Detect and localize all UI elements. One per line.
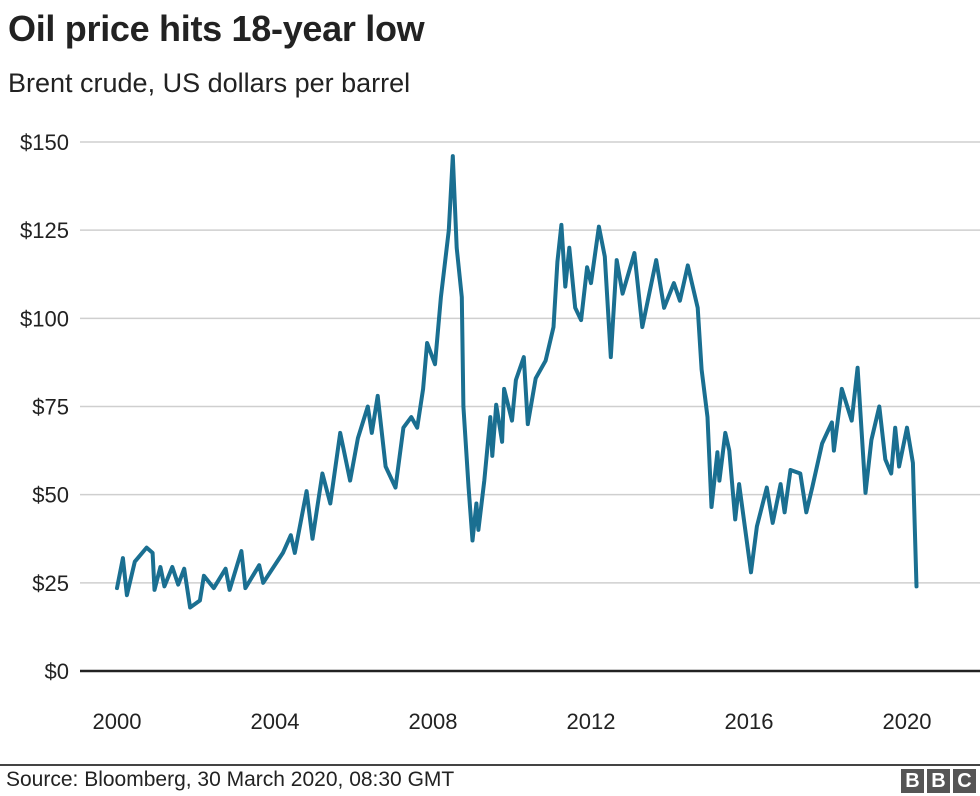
x-tick-label: 2012 (567, 709, 616, 734)
source-note: Source: Bloomberg, 30 March 2020, 08:30 … (6, 768, 455, 791)
x-tick-label: 2008 (409, 709, 458, 734)
y-tick-label: $100 (20, 306, 69, 331)
y-tick-label: $0 (45, 659, 69, 684)
y-tick-label: $50 (32, 483, 69, 508)
x-tick-label: 2016 (725, 709, 774, 734)
y-axis-ticks: $0 $25 $50 $75 $100 $125 $150 (20, 130, 69, 684)
series-layer (115, 154, 919, 610)
gridlines (80, 141, 980, 673)
y-tick-label: $75 (32, 395, 69, 420)
x-tick-label: 2000 (93, 709, 142, 734)
y-tick-label: $25 (32, 571, 69, 596)
line-chart: $0 $25 $50 $75 $100 $125 $150 2000 2004 2008 2012… (20, 130, 980, 734)
x-axis-ticks: 2000 2004 2008 2012 2016 2020 (93, 709, 932, 734)
y-tick-label: $150 (20, 130, 69, 155)
bbc-logo-letter: B (927, 769, 950, 793)
y-tick-label: $125 (20, 218, 69, 243)
bbc-logo: B B C (901, 769, 976, 793)
chart-subtitle: Brent crude, US dollars per barrel (8, 68, 411, 98)
bbc-logo-letter: C (953, 769, 976, 793)
footer-divider (0, 764, 980, 766)
chart-title: Oil price hits 18-year low (8, 8, 425, 49)
bbc-logo-letter: B (901, 769, 924, 793)
x-tick-label: 2004 (251, 709, 300, 734)
x-tick-label: 2020 (883, 709, 932, 734)
brent-price-line (115, 154, 919, 610)
